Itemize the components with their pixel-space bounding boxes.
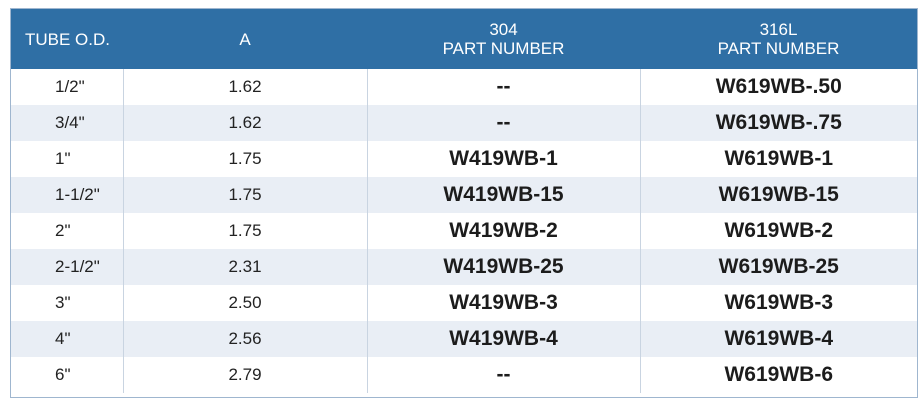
- cell-316l-part: W619WB-25: [639, 249, 917, 285]
- cell-304-part: W419WB-15: [366, 177, 640, 213]
- cell-tube-od: 2": [11, 213, 123, 249]
- cell-a: 2.79: [122, 357, 367, 393]
- header-304-material: 304: [489, 20, 518, 39]
- cell-a: 1.75: [122, 177, 367, 213]
- cell-tube-od: 3/4": [11, 105, 123, 141]
- part-number-table: TUBE O.D. A 304 PART NUMBER 316L PART NU…: [11, 9, 917, 393]
- cell-316l-part: W619WB-6: [639, 357, 917, 393]
- cell-304-part: W419WB-2: [366, 213, 640, 249]
- table-row: 2-1/2" 2.31 W419WB-25 W619WB-25: [11, 249, 917, 285]
- cell-tube-od: 1": [11, 141, 123, 177]
- cell-304-part: W419WB-3: [366, 285, 640, 321]
- table-row: 3/4" 1.62 -- W619WB-.75: [11, 105, 917, 141]
- cell-a: 1.75: [122, 213, 367, 249]
- header-row: TUBE O.D. A 304 PART NUMBER 316L PART NU…: [11, 9, 917, 69]
- cell-tube-od: 6": [11, 357, 123, 393]
- cell-304-part: --: [366, 357, 640, 393]
- cell-316l-part: W619WB-3: [639, 285, 917, 321]
- cell-tube-od: 1/2": [11, 69, 123, 105]
- header-304-label: PART NUMBER: [442, 39, 565, 58]
- header-304-part-number: 304 PART NUMBER: [367, 9, 640, 69]
- cell-tube-od: 4": [11, 321, 123, 357]
- table-row: 4" 2.56 W419WB-4 W619WB-4: [11, 321, 917, 357]
- cell-316l-part: W619WB-4: [639, 321, 917, 357]
- cell-a: 1.62: [122, 69, 367, 105]
- cell-304-part: W419WB-25: [366, 249, 640, 285]
- header-316l-material: 316L: [759, 20, 798, 39]
- cell-tube-od: 2-1/2": [11, 249, 123, 285]
- table-header: TUBE O.D. A 304 PART NUMBER 316L PART NU…: [11, 9, 917, 69]
- cell-a: 2.31: [122, 249, 367, 285]
- cell-316l-part: W619WB-2: [639, 213, 917, 249]
- cell-tube-od: 1-1/2": [11, 177, 123, 213]
- cell-tube-od: 3": [11, 285, 123, 321]
- cell-316l-part: W619WB-.75: [639, 105, 917, 141]
- cell-a: 2.56: [122, 321, 367, 357]
- table-row: 6" 2.79 -- W619WB-6: [11, 357, 917, 393]
- table-row: 3" 2.50 W419WB-3 W619WB-3: [11, 285, 917, 321]
- cell-a: 2.50: [122, 285, 367, 321]
- part-number-table-container: TUBE O.D. A 304 PART NUMBER 316L PART NU…: [10, 8, 918, 398]
- cell-304-part: --: [366, 105, 640, 141]
- header-316l-label: PART NUMBER: [717, 39, 840, 58]
- table-row: 1/2" 1.62 -- W619WB-.50: [11, 69, 917, 105]
- table-row: 2" 1.75 W419WB-2 W619WB-2: [11, 213, 917, 249]
- header-tube-od: TUBE O.D.: [11, 9, 123, 69]
- table-row: 1" 1.75 W419WB-1 W619WB-1: [11, 141, 917, 177]
- cell-316l-part: W619WB-15: [639, 177, 917, 213]
- header-316l-part-number: 316L PART NUMBER: [640, 9, 917, 69]
- cell-316l-part: W619WB-.50: [639, 69, 917, 105]
- cell-304-part: W419WB-4: [366, 321, 640, 357]
- table-row: 1-1/2" 1.75 W419WB-15 W619WB-15: [11, 177, 917, 213]
- cell-316l-part: W619WB-1: [639, 141, 917, 177]
- cell-a: 1.75: [122, 141, 367, 177]
- table-body: 1/2" 1.62 -- W619WB-.50 3/4" 1.62 -- W61…: [11, 69, 917, 393]
- header-a: A: [123, 9, 367, 69]
- cell-304-part: --: [366, 69, 640, 105]
- cell-304-part: W419WB-1: [366, 141, 640, 177]
- cell-a: 1.62: [122, 105, 367, 141]
